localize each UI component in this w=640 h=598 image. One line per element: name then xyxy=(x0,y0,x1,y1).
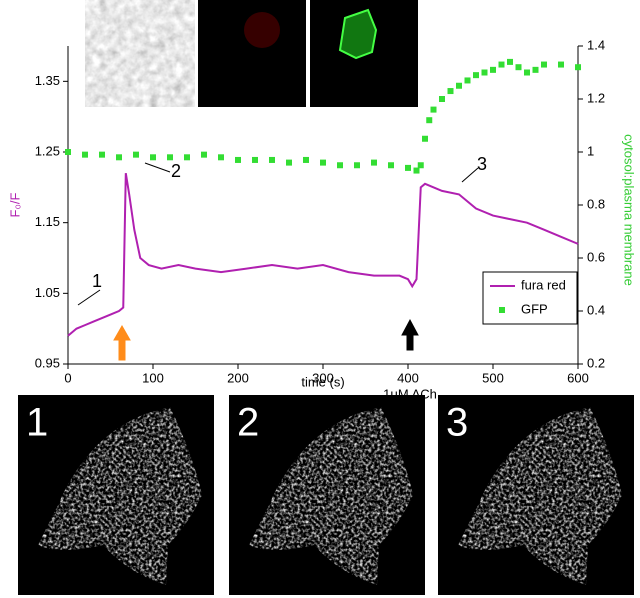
annotation: 2 xyxy=(171,161,181,181)
gfp-point xyxy=(167,154,173,161)
gfp-point xyxy=(498,61,505,68)
legend-label: fura red xyxy=(521,277,566,292)
x-tick-label: 400 xyxy=(397,370,419,385)
gfp-point xyxy=(532,66,539,73)
y2-tick-label: 1.2 xyxy=(587,90,605,105)
gfp-point xyxy=(575,64,581,71)
y-tick-label: 1.05 xyxy=(35,285,60,300)
brightfield-texture xyxy=(85,0,195,107)
gfp-point xyxy=(413,167,420,174)
legend-swatch xyxy=(499,307,505,313)
gfp-point xyxy=(473,72,479,79)
gfp-point xyxy=(303,156,309,163)
y-tick-label: 1.35 xyxy=(35,73,60,88)
arrows xyxy=(77,162,479,361)
x-tick-label: 200 xyxy=(227,370,249,385)
gfp-point xyxy=(133,151,139,158)
panel-number: 1 xyxy=(26,401,48,445)
x-tick-label: 0 xyxy=(64,370,71,385)
y2-tick-label: 0.2 xyxy=(587,355,605,370)
y-tick-label: 1.25 xyxy=(35,143,60,158)
y2-tick-label: 0.4 xyxy=(587,302,605,317)
panel-number: 3 xyxy=(446,401,468,445)
annotation: 1μM ACh xyxy=(383,386,437,401)
bottom-panels: 1 2 3 xyxy=(18,395,634,595)
gfp-point xyxy=(447,88,454,95)
gfp-point xyxy=(417,162,424,169)
y-tick-label: 1.15 xyxy=(35,214,60,229)
gfp-point xyxy=(235,156,241,163)
y2-tick-label: 1 xyxy=(587,143,594,158)
gfp-point xyxy=(150,154,156,161)
y-tick-label: 0.95 xyxy=(35,355,60,370)
gfp-point xyxy=(481,69,488,76)
gfp-point xyxy=(541,61,547,68)
top-images xyxy=(85,0,418,107)
green-cell xyxy=(338,8,378,60)
gfp-point xyxy=(490,66,496,73)
y-axis-label: F₀/F xyxy=(7,192,22,217)
gfp-point xyxy=(82,151,88,158)
x-tick-label: 100 xyxy=(142,370,164,385)
image-panel: 3 xyxy=(438,395,634,595)
gfp-point xyxy=(464,77,471,84)
arrow-2 xyxy=(144,162,171,173)
legend-label: GFP xyxy=(521,301,548,316)
gfp-point xyxy=(422,135,428,142)
gfp-point xyxy=(405,164,411,171)
y2-axis-label: cytosol:plasma membrane xyxy=(622,134,637,286)
gfp-point xyxy=(388,162,394,169)
gfp-point xyxy=(426,117,433,124)
x-tick-label: 600 xyxy=(567,370,589,385)
y2-tick-label: 0.8 xyxy=(587,196,605,211)
gfp-point xyxy=(252,156,258,163)
gfp-point xyxy=(99,151,105,158)
arrow-3 xyxy=(461,167,479,183)
legend xyxy=(482,271,578,325)
y2-tick-label: 0.6 xyxy=(587,249,605,264)
fura-red-line xyxy=(67,173,579,337)
annotation: 3 xyxy=(477,154,487,174)
gfp-point xyxy=(184,154,190,161)
gfp-point xyxy=(65,149,71,155)
stimulus-arrow xyxy=(113,324,131,361)
gfp-point xyxy=(218,154,224,161)
gfp-point xyxy=(515,64,522,71)
gfp-point xyxy=(286,159,292,166)
image-panel: 1 xyxy=(18,395,214,595)
ach-arrow xyxy=(401,318,419,351)
gfp-point xyxy=(507,58,513,65)
gfp-point xyxy=(439,96,445,102)
gfp-point xyxy=(371,159,377,166)
gfp-point xyxy=(337,162,343,169)
x-tick-label: 300 xyxy=(312,370,334,385)
panel-number: 2 xyxy=(237,401,259,445)
y2-tick-label: 1.4 xyxy=(587,37,605,52)
gfp-point xyxy=(320,159,326,166)
red-signal xyxy=(244,12,280,48)
gfp-point xyxy=(456,82,462,89)
annotation: 1 xyxy=(92,271,102,291)
gfp-point xyxy=(430,106,437,113)
x-tick-label: 500 xyxy=(482,370,504,385)
gfp-point xyxy=(558,61,564,68)
arrow-1 xyxy=(77,289,101,306)
image-panel: 2 xyxy=(229,395,425,595)
gfp-point xyxy=(524,69,530,76)
x-axis-label: time (s) xyxy=(301,374,344,389)
gfp-point xyxy=(201,151,207,158)
gfp-point xyxy=(269,156,275,163)
gfp-point xyxy=(116,154,122,161)
gfp-point xyxy=(354,162,360,169)
